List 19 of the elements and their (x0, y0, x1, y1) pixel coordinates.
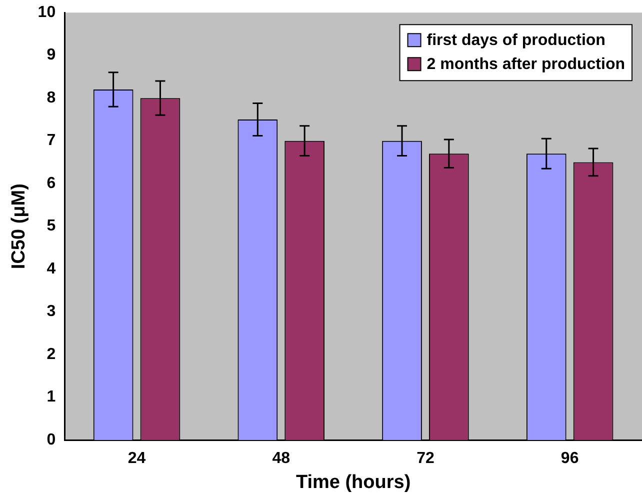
x-tick-label: 72 (416, 450, 434, 468)
x-tick-label: 96 (560, 450, 579, 468)
y-tick-label: 10 (38, 4, 56, 22)
y-tick-label: 0 (46, 431, 56, 448)
y-tick-label: 4 (46, 260, 56, 278)
y-tick-label: 2 (46, 346, 56, 363)
y-tick-label: 7 (46, 132, 56, 150)
x-tick-label: 24 (128, 450, 146, 468)
x-axis-title: Time (hours) (296, 472, 411, 493)
y-tick-label: 3 (46, 303, 56, 320)
y-tick-label: 8 (46, 89, 56, 106)
y-axis-title: IC50 (μM) (8, 184, 30, 270)
legend-label: first days of production (426, 32, 606, 50)
y-tick-label: 1 (46, 388, 56, 406)
x-tick-label: 48 (272, 450, 290, 468)
y-tick-label: 9 (46, 46, 56, 64)
y-tick-label: 6 (46, 174, 56, 192)
y-tick-label: 5 (46, 218, 56, 235)
legend-label: 2 months after production (426, 56, 626, 74)
